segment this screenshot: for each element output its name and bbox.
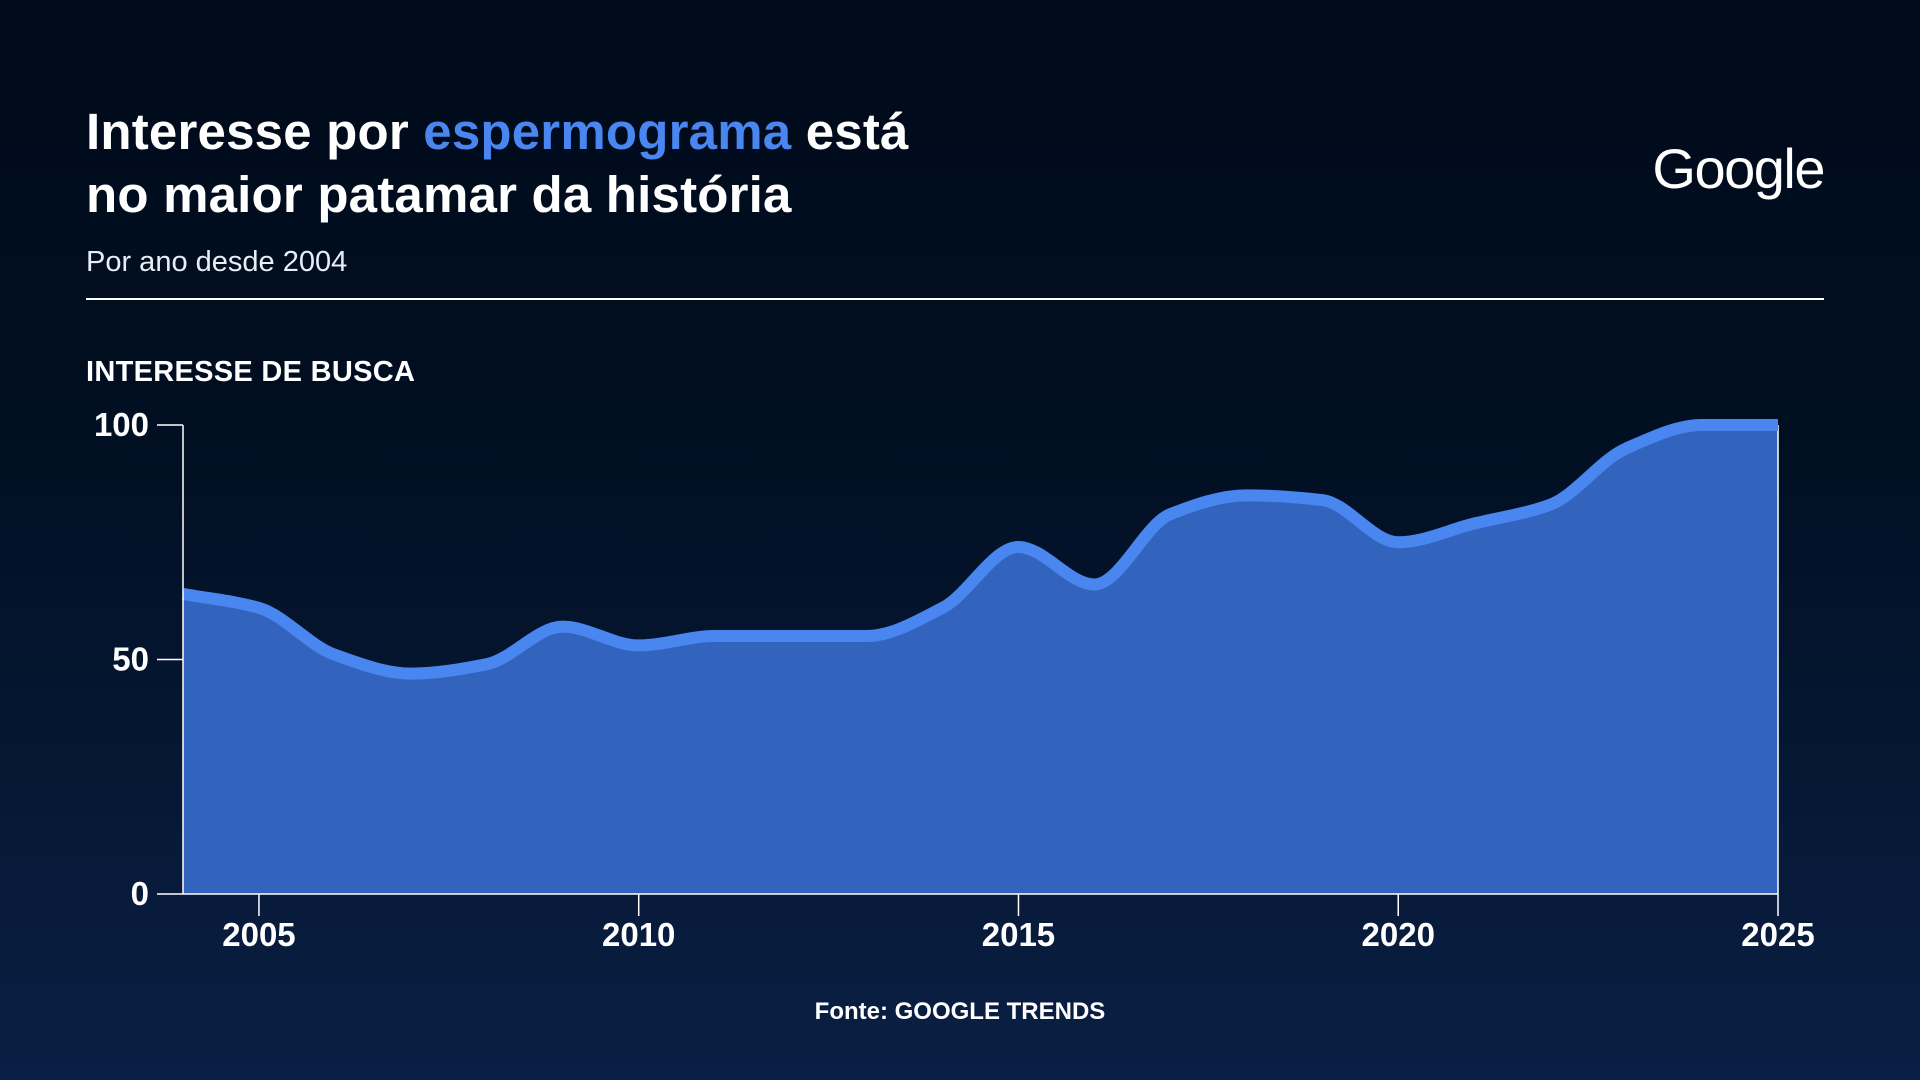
title-highlight: espermograma xyxy=(423,103,792,160)
y-axis-title: INTERESSE DE BUSCA xyxy=(86,356,416,388)
chart-subtitle: Por ano desde 2004 xyxy=(86,246,348,278)
google-logo: Google xyxy=(1652,137,1825,200)
title-suffix: está xyxy=(791,103,909,160)
chart-header: Interesse por espermograma está no maior … xyxy=(86,100,1186,279)
x-tick-label-2015: 2015 xyxy=(982,916,1055,953)
x-tick-label-2005: 2005 xyxy=(222,916,295,953)
y-tick-label-100: 100 xyxy=(94,406,149,443)
x-tick-label-2020: 2020 xyxy=(1362,916,1435,953)
x-tick-label-2010: 2010 xyxy=(602,916,675,953)
x-tick-label-2025: 2025 xyxy=(1741,916,1814,953)
plot-layer: 0 50 100 2005 2010 2015 2020 2025 xyxy=(94,406,1815,953)
area-fill xyxy=(183,425,1778,894)
chart-title: Interesse por espermograma está no maior … xyxy=(86,100,1186,226)
y-tick-label-0: 0 xyxy=(131,875,149,912)
title-prefix: Interesse por xyxy=(86,103,424,160)
series-line xyxy=(181,418,1778,680)
source-note: Fonte: GOOGLE TRENDS xyxy=(814,998,1106,1025)
title-line-2: no maior patamar da história xyxy=(86,166,792,223)
y-tick-label-50: 50 xyxy=(112,641,149,678)
header-divider xyxy=(86,298,1824,300)
